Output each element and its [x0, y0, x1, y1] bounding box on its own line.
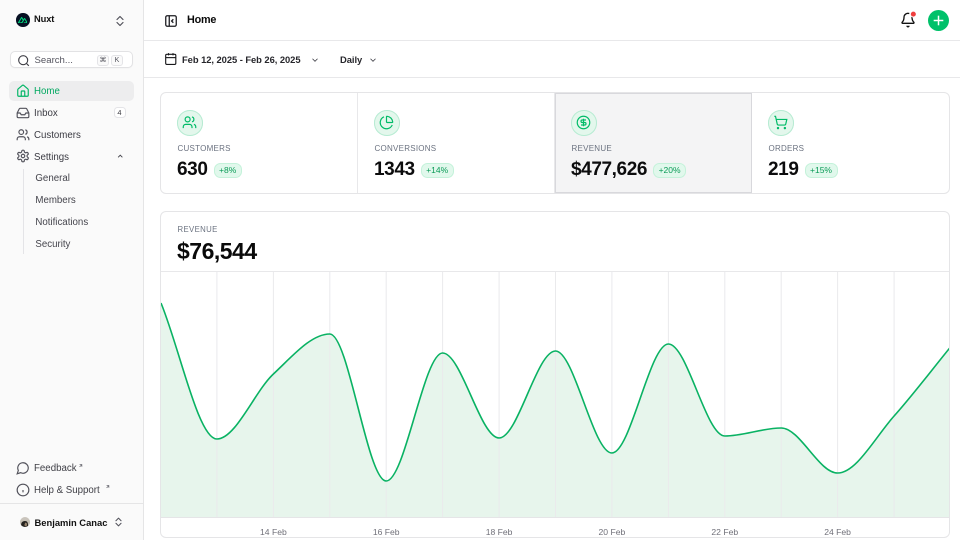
svg-text:16 Feb: 16 Feb	[373, 527, 400, 537]
svg-text:14 Feb: 14 Feb	[260, 527, 287, 537]
svg-text:18 Feb: 18 Feb	[486, 527, 513, 537]
svg-text:22 Feb: 22 Feb	[711, 527, 738, 537]
svg-text:20 Feb: 20 Feb	[599, 527, 626, 537]
svg-text:24 Feb: 24 Feb	[824, 527, 851, 537]
